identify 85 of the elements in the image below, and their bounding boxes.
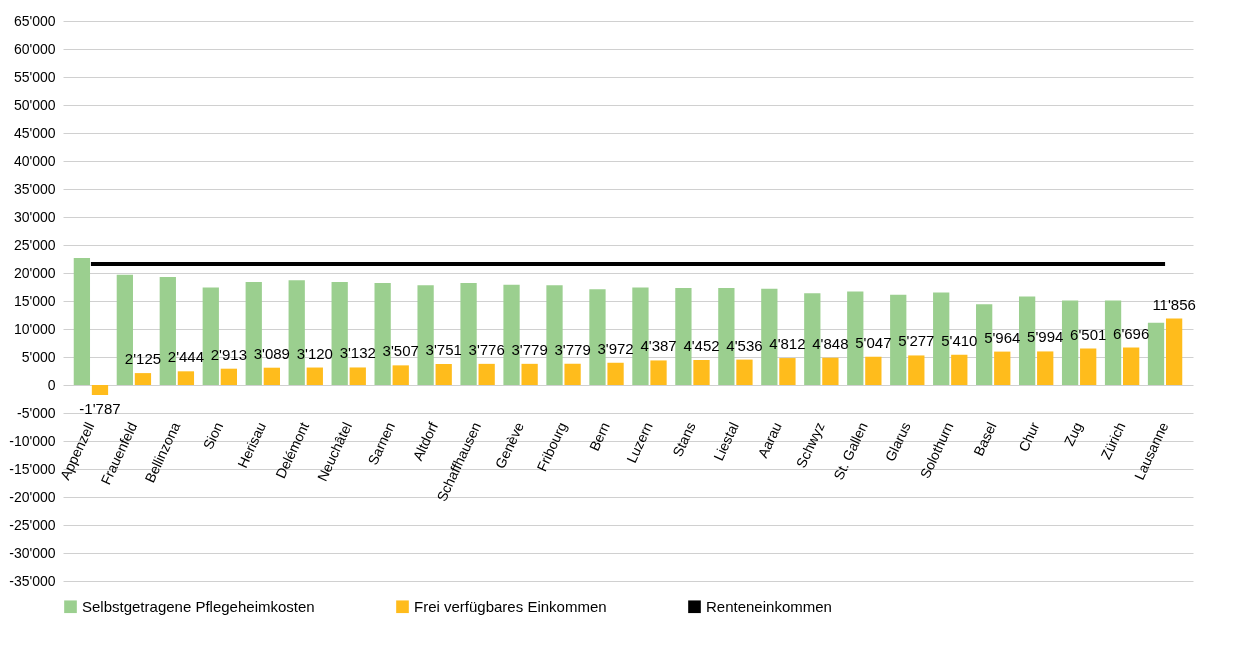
data-label: 5'047 [855,333,892,351]
bar [1147,322,1165,385]
y-tick-label: 0 [47,376,56,393]
bar [779,358,796,385]
y-tick-label: 50'000 [13,96,56,113]
bar [134,373,152,385]
bar [650,360,667,385]
data-label: 3'779 [554,340,591,358]
x-tick-label: Zug [1060,419,1086,449]
bar [263,367,280,385]
bar [1165,318,1183,385]
bar [736,359,753,385]
x-tick-label: Aarau [754,419,785,461]
data-label: 5'964 [984,328,1021,346]
y-tick-label: 25'000 [13,236,56,253]
data-label: 6'696 [1113,324,1150,342]
bar [392,365,409,385]
bar [306,367,323,385]
data-label: 4'452 [683,337,720,355]
bar [521,363,538,385]
bar [435,363,452,385]
y-tick-label: 55'000 [13,68,56,85]
data-label: 5'994 [1027,328,1064,346]
data-label: 3'132 [339,344,376,362]
y-tick-label: -35'000 [9,572,56,589]
data-label: 11'856 [1152,295,1196,313]
legend-label: Frei verfügbares Einkommen [414,597,607,615]
y-tick-label: -15'000 [9,460,56,477]
data-label: -1'787 [79,400,121,418]
y-tick-label: 65'000 [13,12,56,29]
y-tick-label: -20'000 [9,488,56,505]
x-tick-label: Sion [199,419,227,452]
bar [865,356,882,385]
data-label: 4'812 [769,335,806,353]
y-tick-label: 40'000 [13,152,56,169]
data-label: 6'501 [1070,325,1107,343]
bar [73,257,91,385]
bar [1123,347,1140,385]
bar [822,357,839,385]
y-tick-label: 45'000 [13,124,56,141]
data-label: 4'848 [812,334,849,352]
data-label: 3'751 [425,340,462,358]
y-tick-label: 60'000 [13,40,56,57]
data-label: 4'387 [640,337,677,355]
y-tick-label: 20'000 [13,264,56,281]
data-label: 4'536 [726,336,763,354]
bar [994,351,1011,385]
data-label: 3'776 [468,340,505,358]
bar [951,354,968,385]
y-tick-label: 10'000 [13,320,56,337]
bar [1037,351,1054,385]
data-label: 3'972 [597,339,634,357]
bar [177,371,195,385]
bar [478,363,495,385]
y-tick-label: 30'000 [13,208,56,225]
y-tick-label: -5'000 [17,404,56,421]
y-tick-label: -25'000 [9,516,56,533]
bar [607,362,624,385]
x-tick-label: Stans [669,419,699,459]
y-tick-label: 35'000 [13,180,56,197]
x-tick-label: Chur [1015,419,1043,454]
x-tick-label: Basel [970,419,1000,459]
bar [91,385,109,396]
legend-label: Renteneinkommen [706,597,832,615]
bar [349,367,366,385]
data-label: 5'277 [898,332,935,350]
bar [564,363,581,385]
y-tick-label: -10'000 [9,432,56,449]
bar [220,368,238,385]
data-label: 3'507 [382,342,419,360]
legend-label: Selbstgetragene Pflegeheimkosten [82,597,315,615]
bar [693,360,710,385]
data-label: 3'089 [253,344,290,362]
y-tick-label: 15'000 [13,292,56,309]
bar [908,355,925,385]
x-tick-label: Bern [585,419,613,454]
data-label: 2'913 [210,345,247,363]
data-label: 3'779 [511,340,548,358]
data-label: 2'125 [124,350,162,368]
bar [1080,348,1097,385]
data-label: 5'410 [941,331,978,349]
y-tick-label: 5'000 [21,348,56,365]
y-tick-label: -30'000 [9,544,56,561]
data-label: 2'444 [167,348,205,366]
data-label: 3'120 [296,344,333,362]
